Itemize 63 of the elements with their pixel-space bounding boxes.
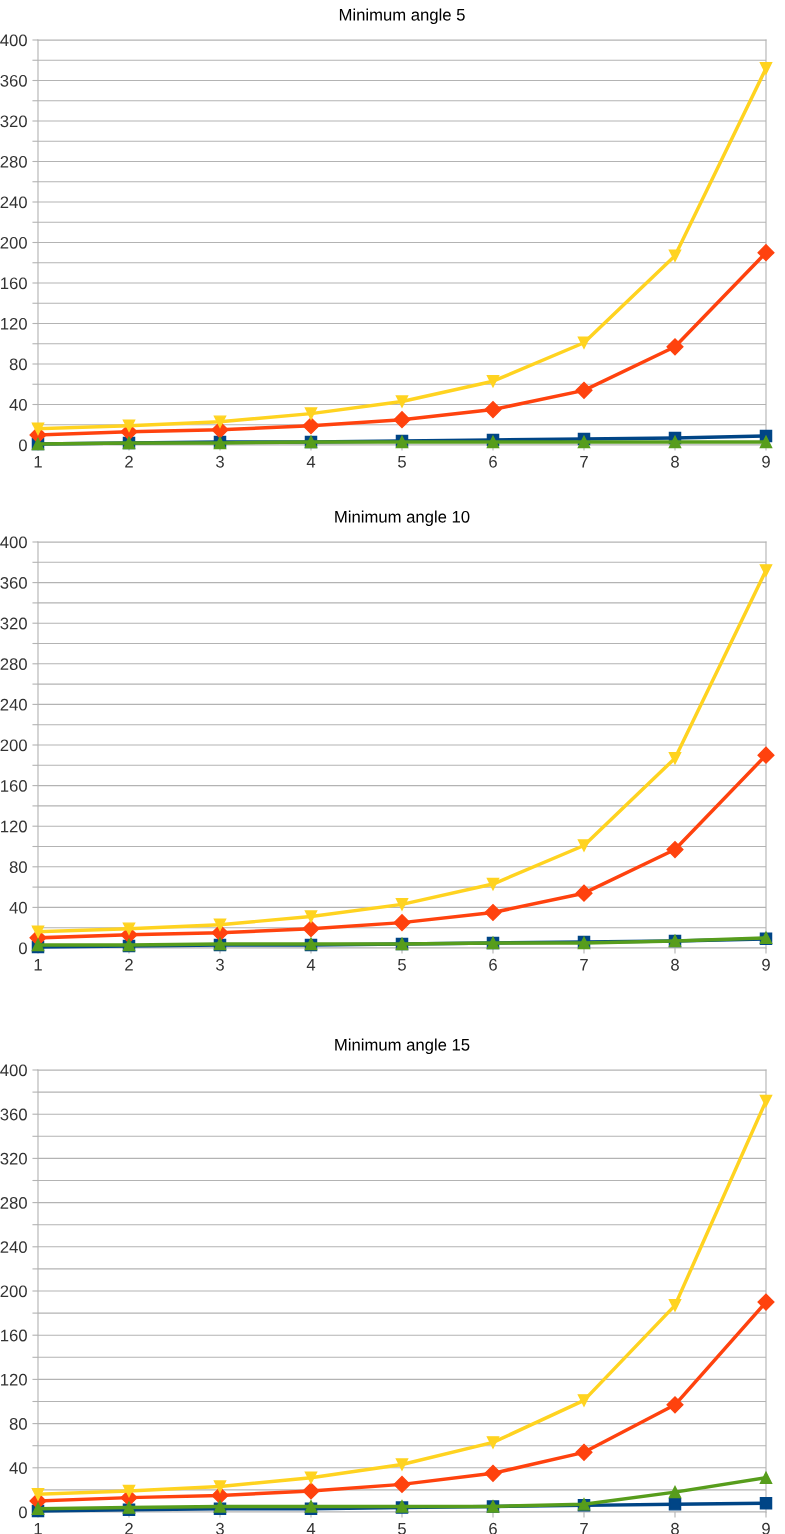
y-tick-label: 40 [9,901,27,914]
y-tick-label: 80 [9,861,27,873]
x-tick-label: 1 [34,456,42,468]
y-tick-label: 120 [1,317,27,330]
y-tick-label: 360 [0,74,27,87]
y-tick-label: 80 [9,358,27,371]
x-tick-label: 3 [216,455,224,468]
y-tick-label: 280 [0,1197,27,1209]
y-tick-label: 400 [0,536,27,549]
y-tick-label: 320 [0,1152,27,1165]
x-tick-label: 2 [125,958,133,971]
x-tick-label: 7 [580,1523,588,1534]
x-tick-label: 9 [762,958,770,971]
x-tick-label: 9 [762,455,770,468]
x-tick-label: 7 [580,456,588,468]
y-tick-label: 40 [9,1462,27,1474]
x-tick-label: 8 [671,455,679,468]
y-tick-label: 160 [1,277,27,290]
x-tick-label: 2 [125,455,133,468]
y-tick-label: 400 [0,1064,27,1077]
x-tick-label: 4 [306,456,316,468]
x-tick-label: 7 [580,959,588,971]
y-tick-label: 120 [1,820,27,833]
x-tick-label: 5 [398,1523,406,1534]
y-tick-label: 320 [0,617,27,630]
y-tick-label: 200 [0,739,27,752]
x-tick-label: 2 [125,1522,133,1534]
x-tick-label: 5 [398,456,406,468]
y-tick-label: 120 [1,1373,27,1386]
x-tick-label: 6 [489,958,497,971]
y-tick-label: 360 [0,1108,27,1121]
y-tick-label: 200 [0,1285,27,1298]
x-tick-label: 5 [398,959,406,971]
y-tick-label: 280 [0,658,27,670]
x-tick-label: 9 [762,1522,770,1534]
y-tick-label: 0 [18,439,27,452]
y-tick-label: 320 [0,115,27,128]
y-tick-label: 160 [1,1329,27,1342]
x-tick-label: 6 [489,455,497,468]
x-tick-label: 1 [34,1523,42,1534]
y-tick-label: 0 [18,1506,27,1519]
chart-title: Minimum angle 5 [339,8,465,25]
chart-title: Minimum angle 15 [335,1038,470,1055]
y-tick-label: 200 [0,236,27,249]
chart-title: Minimum angle 10 [335,510,470,527]
x-tick-label: 3 [216,958,224,971]
y-tick-label: 400 [0,34,27,47]
y-tick-label: 280 [0,155,27,168]
y-tick-label: 40 [9,398,27,411]
y-tick-label: 240 [0,196,27,209]
y-tick-label: 240 [0,1241,27,1253]
x-tick-label: 8 [671,1522,679,1534]
x-tick-label: 1 [34,959,42,971]
x-tick-label: 6 [489,1522,497,1534]
x-tick-label: 4 [306,959,316,971]
y-tick-label: 0 [18,942,27,955]
y-tick-label: 80 [9,1418,27,1430]
y-tick-label: 160 [1,780,27,792]
y-tick-label: 360 [0,577,27,589]
x-tick-label: 8 [671,958,679,971]
x-tick-label: 3 [216,1522,224,1534]
y-tick-label: 240 [0,698,27,711]
x-tick-label: 4 [306,1523,316,1534]
